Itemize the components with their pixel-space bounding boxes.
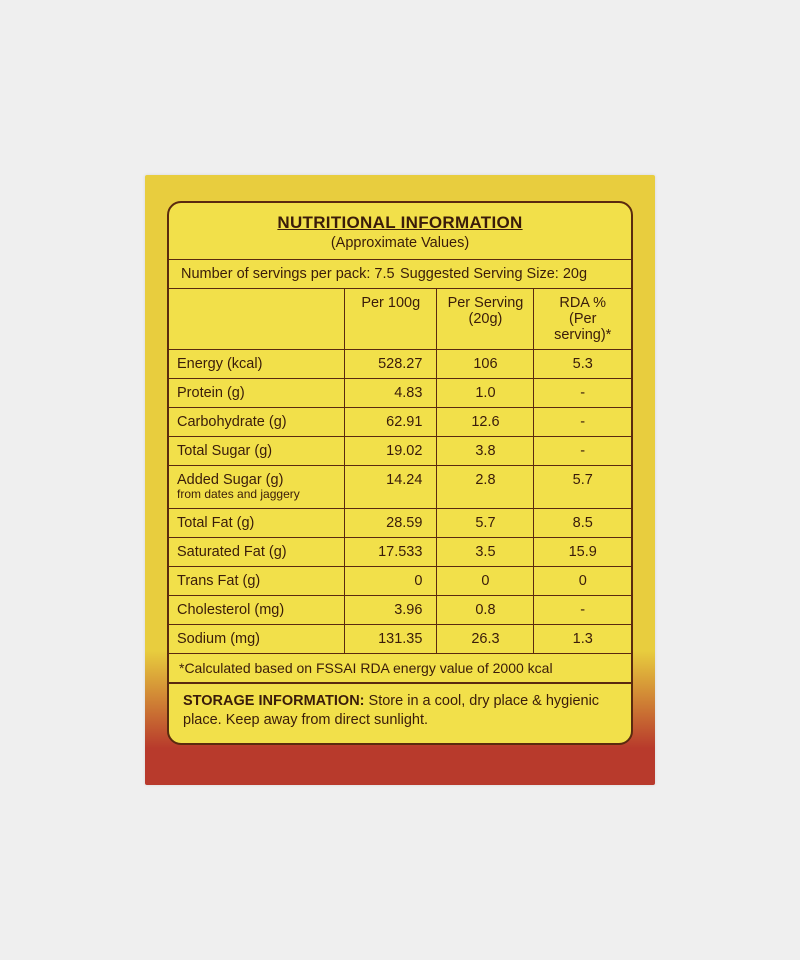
rda-cell: -	[534, 437, 631, 466]
rda-cell: 5.7	[534, 466, 631, 508]
rda-footnote: *Calculated based on FSSAI RDA energy va…	[169, 653, 631, 682]
nutrient-subnote: from dates and jaggery	[177, 488, 336, 501]
table-row: Trans Fat (g)000	[169, 566, 631, 595]
table-row: Sodium (mg)131.3526.31.3	[169, 624, 631, 653]
per100-cell: 3.96	[345, 595, 437, 624]
col-perserving: Per Serving (20g)	[437, 289, 534, 350]
serving-size: Suggested Serving Size: 20g	[400, 266, 619, 282]
nutrition-label-card: NUTRITIONAL INFORMATION (Approximate Val…	[145, 175, 655, 784]
table-row: Total Sugar (g)19.023.8-	[169, 437, 631, 466]
rda-cell: 8.5	[534, 508, 631, 537]
nutrition-panel: NUTRITIONAL INFORMATION (Approximate Val…	[167, 201, 633, 744]
table-header-row: Per 100g Per Serving (20g) RDA % (Per se…	[169, 289, 631, 350]
table-row: Protein (g)4.831.0-	[169, 379, 631, 408]
table-row: Total Fat (g)28.595.78.5	[169, 508, 631, 537]
rda-cell: 15.9	[534, 537, 631, 566]
nutrient-cell: Sodium (mg)	[169, 624, 345, 653]
panel-title: NUTRITIONAL INFORMATION	[169, 213, 631, 233]
per100-cell: 0	[345, 566, 437, 595]
perserving-cell: 3.8	[437, 437, 534, 466]
per100-cell: 4.83	[345, 379, 437, 408]
perserving-cell: 1.0	[437, 379, 534, 408]
per100-cell: 28.59	[345, 508, 437, 537]
col-per100: Per 100g	[345, 289, 437, 350]
servings-row: Number of servings per pack: 7.5 Suggest…	[169, 260, 631, 288]
nutrient-cell: Total Sugar (g)	[169, 437, 345, 466]
servings-per-pack-label: Number of servings per pack:	[181, 266, 370, 282]
serving-size-label: Suggested Serving Size:	[400, 266, 559, 282]
rda-cell: 1.3	[534, 624, 631, 653]
table-row: Energy (kcal)528.271065.3	[169, 350, 631, 379]
rda-cell: -	[534, 379, 631, 408]
perserving-cell: 2.8	[437, 466, 534, 508]
table-row: Added Sugar (g)from dates and jaggery14.…	[169, 466, 631, 508]
perserving-cell: 0.8	[437, 595, 534, 624]
nutrient-cell: Energy (kcal)	[169, 350, 345, 379]
per100-cell: 528.27	[345, 350, 437, 379]
per100-cell: 17.533	[345, 537, 437, 566]
perserving-cell: 0	[437, 566, 534, 595]
per100-cell: 131.35	[345, 624, 437, 653]
per100-cell: 62.91	[345, 408, 437, 437]
rda-cell: 0	[534, 566, 631, 595]
rda-cell: -	[534, 595, 631, 624]
nutrient-cell: Protein (g)	[169, 379, 345, 408]
servings-per-pack: Number of servings per pack: 7.5	[181, 266, 400, 282]
perserving-cell: 5.7	[437, 508, 534, 537]
col-perserving-l2: (20g)	[469, 311, 503, 327]
nutrient-cell: Saturated Fat (g)	[169, 537, 345, 566]
nutrient-cell: Carbohydrate (g)	[169, 408, 345, 437]
storage-info: STORAGE INFORMATION: Store in a cool, dr…	[169, 682, 631, 733]
rda-cell: -	[534, 408, 631, 437]
col-rda: RDA % (Per serving)*	[534, 289, 631, 350]
perserving-cell: 106	[437, 350, 534, 379]
table-row: Carbohydrate (g)62.9112.6-	[169, 408, 631, 437]
col-perserving-l1: Per Serving	[448, 295, 524, 311]
per100-cell: 19.02	[345, 437, 437, 466]
panel-subtitle: (Approximate Values)	[169, 235, 631, 251]
col-rda-l1: RDA %	[559, 295, 606, 311]
per100-cell: 14.24	[345, 466, 437, 508]
serving-size-value: 20g	[563, 266, 587, 282]
nutrient-cell: Cholesterol (mg)	[169, 595, 345, 624]
table-row: Saturated Fat (g)17.5333.515.9	[169, 537, 631, 566]
nutrient-cell: Trans Fat (g)	[169, 566, 345, 595]
perserving-cell: 26.3	[437, 624, 534, 653]
storage-label: STORAGE INFORMATION:	[183, 693, 365, 709]
servings-per-pack-value: 7.5	[374, 266, 394, 282]
perserving-cell: 12.6	[437, 408, 534, 437]
table-row: Cholesterol (mg)3.960.8-	[169, 595, 631, 624]
rda-cell: 5.3	[534, 350, 631, 379]
col-rda-l2: (Per serving)*	[554, 311, 611, 343]
col-nutrient	[169, 289, 345, 350]
perserving-cell: 3.5	[437, 537, 534, 566]
nutrient-cell: Added Sugar (g)from dates and jaggery	[169, 466, 345, 508]
nutrition-table: Per 100g Per Serving (20g) RDA % (Per se…	[169, 288, 631, 652]
nutrient-cell: Total Fat (g)	[169, 508, 345, 537]
